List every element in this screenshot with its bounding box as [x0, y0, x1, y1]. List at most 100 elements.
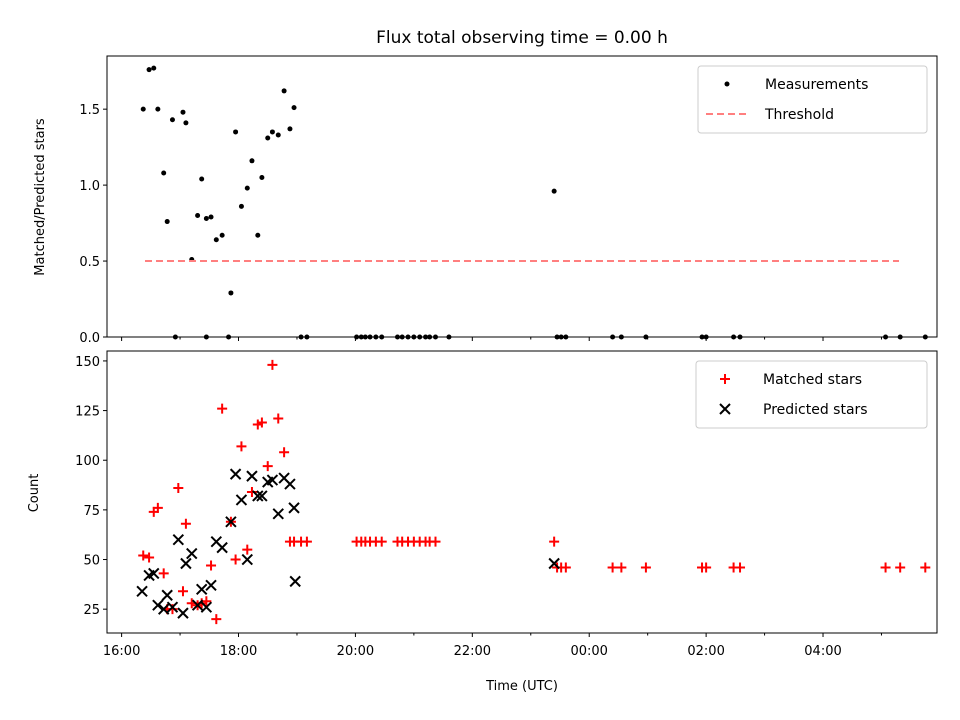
series-1-1-point-29 — [288, 502, 300, 514]
legend-box-1 — [695, 360, 928, 429]
series-1-0-point-26 — [273, 413, 284, 424]
series-0-0-point-16 — [228, 290, 234, 296]
y-tick-label-1-2: 75 — [83, 504, 100, 519]
series-1-1-point-25 — [266, 474, 279, 486]
top-ylabel: Matched/Predicted stars — [33, 118, 48, 276]
series-1-1-point-26 — [272, 508, 284, 520]
series-0-0-point-7 — [180, 109, 186, 115]
legend-box-0 — [697, 65, 928, 134]
series-1-1-point-21 — [246, 470, 258, 482]
series-0-0-point-6 — [169, 117, 175, 123]
series-1-0-point-7 — [173, 483, 184, 494]
series-1-0-point-59 — [920, 562, 931, 573]
series-0-0-point-12 — [203, 216, 209, 222]
series-1-1-point-28 — [284, 478, 296, 490]
top-plot-area: 0.0 0.5 1.0 1.5 Measurements Threshold — [79, 55, 938, 346]
axes-frame-1 — [106, 350, 938, 634]
y-tick-label-0-1: 0.5 — [79, 255, 100, 270]
series-0-0-point-8 — [183, 120, 189, 126]
series-1-0-point-31 — [301, 536, 312, 547]
series-1-0-point-16 — [217, 403, 228, 414]
bottom-xlabel: Time (UTC) — [485, 679, 558, 694]
series-1-0-point-45 — [430, 536, 441, 547]
series-1-0-point-37 — [376, 536, 387, 547]
series-1-1-point-6 — [166, 601, 179, 613]
series-1-1-point-14 — [205, 579, 217, 592]
x-tick-label-1-1: 18:00 — [220, 644, 257, 659]
series-0-0-point-21 — [255, 232, 261, 238]
series-0-0-point-25 — [275, 132, 281, 138]
series-1-0-point-24 — [262, 461, 273, 472]
series-1-0-point-15 — [211, 614, 222, 625]
series-0-0-point-23 — [265, 135, 271, 141]
series-0-0-point-27 — [287, 126, 293, 132]
x-tick-label-1-0: 16:00 — [103, 644, 140, 659]
series-0-0-point-13 — [208, 214, 214, 220]
series-1-0-point-54 — [701, 562, 712, 573]
y-tick-label-1-1: 50 — [83, 554, 100, 569]
series-0-0-point-28 — [291, 105, 297, 111]
series-1-1-point-7 — [172, 533, 185, 546]
series-1-1-point-4 — [157, 603, 170, 615]
legend-label-0-0: Measurements — [765, 77, 868, 93]
series-1-0-point-56 — [735, 562, 746, 573]
series-1-1-point-23 — [256, 490, 268, 502]
series-1-0-point-19 — [236, 441, 247, 452]
series-1-1-point-11 — [191, 599, 204, 611]
series-0-0-point-49 — [551, 188, 557, 194]
series-1-0-point-50 — [607, 562, 618, 573]
series-0-0-point-1 — [146, 67, 152, 73]
y-tick-label-0-0: 0.0 — [79, 331, 100, 346]
series-1-1-point-8 — [177, 607, 189, 619]
x-tick-label-1-3: 22:00 — [454, 644, 491, 659]
series-1-1-point-12 — [195, 583, 208, 596]
series-1-1-point-22 — [252, 490, 264, 502]
series-0-0-point-26 — [281, 88, 287, 94]
series-1-0-point-0 — [138, 550, 149, 561]
y-tick-label-0-2: 1.0 — [79, 179, 100, 194]
x-tick-label-1-6: 04:00 — [804, 644, 841, 659]
series-0-0-point-18 — [238, 203, 244, 209]
series-1-0-point-20 — [242, 544, 253, 555]
series-1-0-point-25 — [267, 359, 278, 370]
series-0-0-point-5 — [164, 219, 170, 225]
series-1-0-point-14 — [206, 560, 217, 571]
bottom-ylabel: Count — [27, 474, 42, 513]
series-0-0-point-22 — [259, 175, 265, 181]
series-1-1-point-2 — [148, 567, 160, 580]
series-1-0-point-13 — [201, 596, 212, 607]
series-1-0-point-57 — [880, 562, 891, 573]
x-tick-label-1-5: 02:00 — [687, 644, 724, 659]
series-0-0-point-15 — [219, 232, 225, 238]
series-0-0-point-20 — [249, 158, 255, 164]
series-1-0-point-49 — [560, 562, 571, 573]
series-1-0-point-27 — [279, 447, 290, 458]
top-title: Flux total observing time = 0.00 h — [376, 28, 668, 48]
bottom-plot-area: 25 50 75 100 125 150 16:00 18:00 20:00 22:00 00:00… — [75, 350, 938, 659]
series-1-0-point-21 — [246, 487, 257, 497]
y-tick-label-1-5: 150 — [75, 355, 100, 370]
series-1-0-point-23 — [256, 417, 267, 428]
series-1-0-point-18 — [230, 554, 241, 565]
series-0-0-point-4 — [161, 170, 167, 176]
series-1-0-point-52 — [640, 562, 651, 573]
legend-handle-1-1 — [719, 403, 731, 415]
series-0-0-point-14 — [213, 237, 219, 243]
axes-frame-0 — [106, 55, 938, 338]
series-1-1-point-5 — [161, 589, 173, 601]
y-tick-label-1-4: 125 — [75, 405, 100, 420]
x-tick-label-1-4: 00:00 — [570, 644, 607, 659]
series-1-0-point-58 — [895, 562, 906, 573]
legend-handle-1-0 — [720, 374, 730, 384]
y-tick-label-1-3: 100 — [75, 454, 100, 469]
legend-label-0-1: Threshold — [764, 107, 834, 123]
series-1-1-point-17 — [225, 516, 237, 528]
series-1-1-point-10 — [186, 547, 198, 560]
legend-handle-0-0 — [724, 81, 730, 87]
series-1-1-point-18 — [229, 468, 242, 480]
series-1-0-point-1 — [144, 552, 155, 563]
series-0-0-point-11 — [199, 176, 205, 182]
y-tick-label-0-3: 1.5 — [79, 103, 100, 118]
series-1-1-point-30 — [548, 557, 560, 570]
series-1-1-point-3 — [152, 599, 164, 611]
